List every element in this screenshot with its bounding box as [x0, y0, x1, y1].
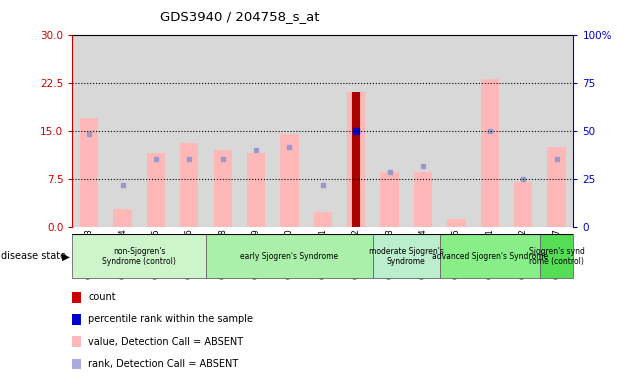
- Text: Sjogren's synd
rome (control): Sjogren's synd rome (control): [529, 247, 585, 266]
- FancyBboxPatch shape: [373, 234, 440, 278]
- Bar: [80, 118, 98, 227]
- Bar: [180, 143, 198, 227]
- Bar: [239, 35, 273, 227]
- Bar: [72, 35, 106, 227]
- Bar: [314, 212, 332, 227]
- Bar: [406, 35, 440, 227]
- Bar: [481, 79, 499, 227]
- Bar: [547, 147, 566, 227]
- Text: moderate Sjogren's
Syndrome: moderate Sjogren's Syndrome: [369, 247, 444, 266]
- Bar: [347, 92, 365, 227]
- Bar: [247, 153, 265, 227]
- Bar: [106, 35, 139, 227]
- Bar: [273, 35, 306, 227]
- Text: GDS3940 / 204758_s_at: GDS3940 / 204758_s_at: [159, 10, 319, 23]
- Text: non-Sjogren's
Syndrome (control): non-Sjogren's Syndrome (control): [102, 247, 176, 266]
- Bar: [514, 182, 532, 227]
- Bar: [206, 35, 239, 227]
- Text: early Sjogren's Syndrome: early Sjogren's Syndrome: [241, 252, 338, 261]
- Bar: [507, 35, 540, 227]
- FancyBboxPatch shape: [72, 234, 206, 278]
- Bar: [147, 153, 165, 227]
- Bar: [440, 35, 473, 227]
- Text: rank, Detection Call = ABSENT: rank, Detection Call = ABSENT: [88, 359, 238, 369]
- Bar: [381, 172, 399, 227]
- FancyBboxPatch shape: [206, 234, 373, 278]
- Bar: [352, 92, 360, 227]
- Text: advanced Sjogren's Syndrome: advanced Sjogren's Syndrome: [432, 252, 548, 261]
- Bar: [306, 35, 340, 227]
- FancyBboxPatch shape: [440, 234, 540, 278]
- Text: count: count: [88, 292, 116, 302]
- Bar: [447, 219, 466, 227]
- Text: disease state: disease state: [1, 251, 66, 262]
- Bar: [214, 150, 232, 227]
- Bar: [473, 35, 507, 227]
- Bar: [139, 35, 173, 227]
- Text: ▶: ▶: [62, 251, 70, 262]
- Bar: [280, 134, 299, 227]
- Text: value, Detection Call = ABSENT: value, Detection Call = ABSENT: [88, 337, 243, 347]
- FancyBboxPatch shape: [540, 234, 573, 278]
- Bar: [540, 35, 573, 227]
- Bar: [373, 35, 406, 227]
- Bar: [340, 35, 373, 227]
- Text: percentile rank within the sample: percentile rank within the sample: [88, 314, 253, 324]
- Bar: [113, 209, 132, 227]
- Bar: [414, 172, 432, 227]
- Bar: [173, 35, 206, 227]
